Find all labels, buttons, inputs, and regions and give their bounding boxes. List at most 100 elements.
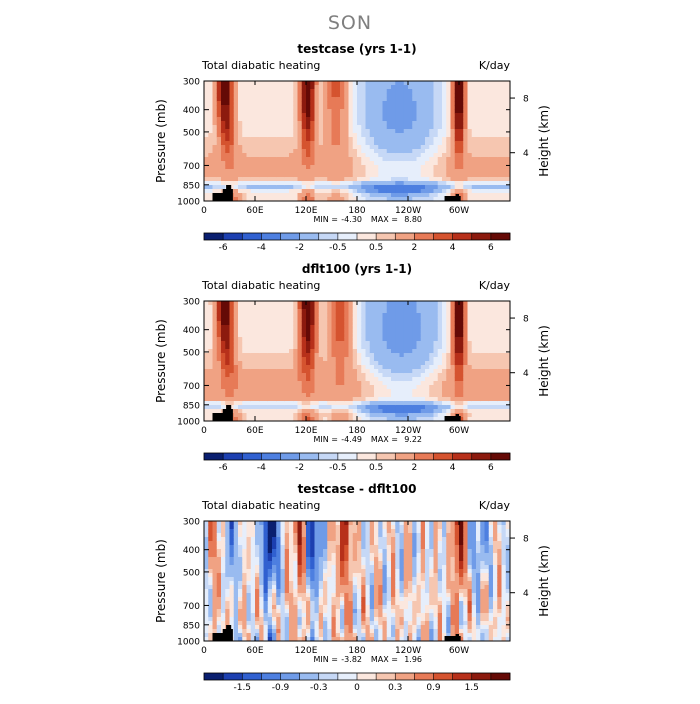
- colorbar-swatch: [338, 233, 357, 240]
- heatmap-cell: [336, 373, 341, 377]
- heatmap-cell: [493, 397, 498, 401]
- heatmap-cell: [238, 525, 243, 529]
- heatmap-cell: [217, 165, 222, 169]
- heatmap-cell: [429, 81, 434, 85]
- heatmap-cell: [221, 313, 226, 317]
- heatmap-cell: [400, 377, 405, 381]
- heatmap-cell: [370, 325, 375, 329]
- heatmap-cell: [374, 349, 379, 353]
- heatmap-cell: [459, 97, 464, 101]
- heatmap-cell: [234, 157, 239, 161]
- heatmap-cell: [327, 337, 332, 341]
- heatmap-cell: [472, 165, 477, 169]
- heatmap-cell: [446, 389, 451, 393]
- heatmap-cell: [315, 373, 320, 377]
- heatmap-cell: [404, 93, 409, 97]
- heatmap-cell: [344, 341, 349, 345]
- heatmap-cell: [238, 581, 243, 585]
- heatmap-cell: [349, 121, 354, 125]
- heatmap-cell: [298, 141, 303, 145]
- heatmap-cell: [391, 377, 396, 381]
- heatmap-cell: [221, 177, 226, 181]
- heatmap-cell: [255, 573, 260, 577]
- heatmap-cell: [463, 137, 468, 141]
- heatmap-cell: [272, 365, 277, 369]
- heatmap-cell: [349, 329, 354, 333]
- heatmap-cell: [489, 177, 494, 181]
- heatmap-cell: [366, 377, 371, 381]
- heatmap-cell: [332, 137, 337, 141]
- heatmap-cell: [425, 405, 430, 409]
- heatmap-cell: [298, 117, 303, 121]
- heatmap-cell: [438, 93, 443, 97]
- heatmap-cell: [298, 365, 303, 369]
- heatmap-cell: [251, 369, 256, 373]
- heatmap-cell: [370, 193, 375, 197]
- heatmap-cell: [230, 113, 235, 117]
- heatmap-cell: [272, 145, 277, 149]
- heatmap-cell: [204, 565, 209, 569]
- heatmap-cell: [493, 101, 498, 105]
- heatmap-cell: [459, 361, 464, 365]
- heatmap-cell: [468, 193, 473, 197]
- heatmap-cell: [264, 185, 269, 189]
- heatmap-cell: [238, 113, 243, 117]
- heatmap-cell: [251, 621, 256, 625]
- heatmap-cell: [472, 357, 477, 361]
- heatmap-cell: [264, 329, 269, 333]
- heatmap-cell: [370, 353, 375, 357]
- heatmap-cell: [242, 593, 247, 597]
- heatmap-cell: [421, 341, 426, 345]
- heatmap-cell: [378, 101, 383, 105]
- heatmap-cell: [225, 549, 230, 553]
- heatmap-cell: [213, 101, 218, 105]
- heatmap-cell: [255, 413, 260, 417]
- heatmap-cell: [421, 353, 426, 357]
- heatmap-cell: [208, 581, 213, 585]
- heatmap-cell: [217, 313, 222, 317]
- heatmap-cell: [438, 141, 443, 145]
- heatmap-cell: [502, 149, 507, 153]
- heatmap-cell: [230, 553, 235, 557]
- heatmap-cell: [319, 337, 324, 341]
- heatmap-cell: [485, 353, 490, 357]
- heatmap-cell: [497, 173, 502, 177]
- heatmap-cell: [502, 365, 507, 369]
- heatmap-cell: [251, 585, 256, 589]
- heatmap-cell: [242, 129, 247, 133]
- heatmap-cell: [264, 129, 269, 133]
- heatmap-cell: [302, 121, 307, 125]
- ytick-label: 850: [183, 401, 200, 411]
- heatmap-cell: [234, 141, 239, 145]
- heatmap-cell: [361, 145, 366, 149]
- heatmap-cell: [349, 309, 354, 313]
- heatmap-cell: [213, 601, 218, 605]
- heatmap-cell: [268, 605, 273, 609]
- heatmap-cell: [247, 369, 252, 373]
- heatmap-cell: [463, 177, 468, 181]
- heatmap-cell: [276, 109, 281, 113]
- heatmap-cell: [336, 413, 341, 417]
- heatmap-cell: [319, 361, 324, 365]
- heatmap-cell: [353, 337, 358, 341]
- heatmap-cell: [204, 633, 209, 637]
- heatmap-cell: [476, 109, 481, 113]
- heatmap-cell: [425, 337, 430, 341]
- heatmap-cell: [238, 605, 243, 609]
- heatmap-cell: [302, 149, 307, 153]
- heatmap-cell: [353, 341, 358, 345]
- heatmap-cell: [344, 141, 349, 145]
- heatmap-cell: [323, 405, 328, 409]
- heatmap-cell: [289, 165, 294, 169]
- heatmap-cell: [208, 321, 213, 325]
- heatmap-cell: [221, 165, 226, 169]
- heatmap-cell: [259, 113, 264, 117]
- heatmap-cell: [455, 353, 460, 357]
- heatmap-cell: [238, 397, 243, 401]
- heatmap-cell: [310, 393, 315, 397]
- heatmap-cell: [327, 177, 332, 181]
- heatmap-cell: [468, 133, 473, 137]
- heatmap-cell: [268, 145, 273, 149]
- heatmap-cell: [302, 161, 307, 165]
- heatmap-cell: [353, 113, 358, 117]
